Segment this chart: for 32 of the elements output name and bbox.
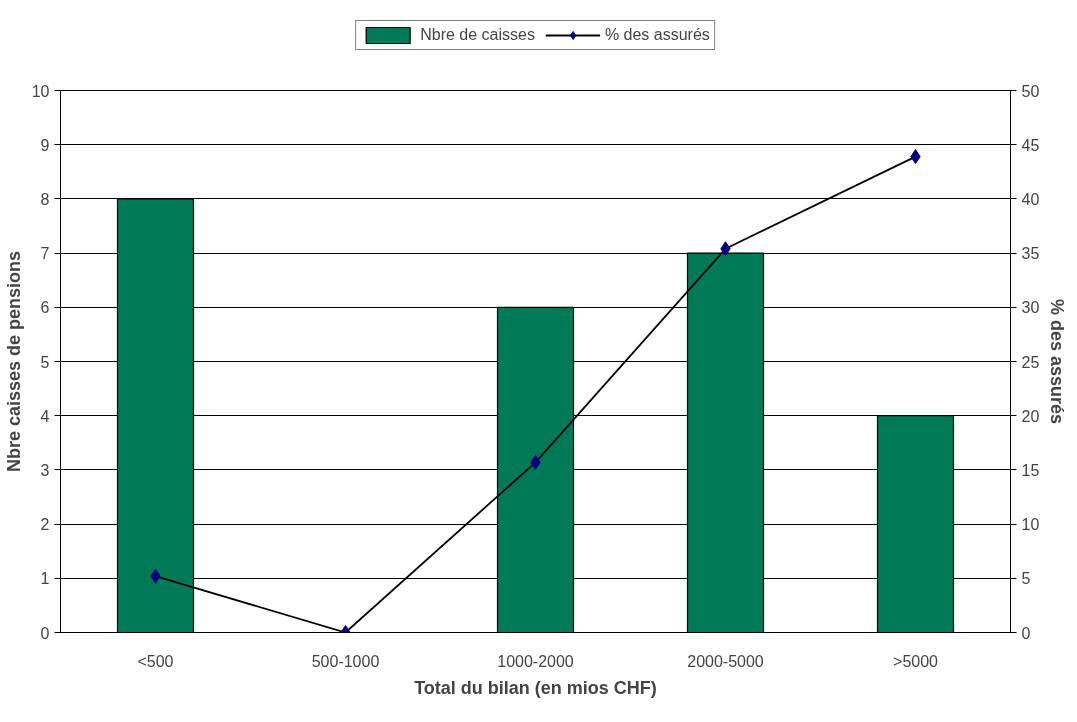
y-tick-label: 6 [40,299,50,317]
legend-label: Nbre de caisses [420,26,535,44]
y-tick-label: 2 [40,516,50,534]
y-tick-label: 5 [40,353,50,371]
y2-tick-label: 35 [1021,245,1040,263]
y2-tick-label: 20 [1021,407,1040,425]
x-tick-label: 1000-2000 [497,652,574,670]
y-tick-label: 7 [40,245,50,263]
y-axis-title: Nbre caisses de pensions [3,250,24,473]
y2-tick-label: 45 [1021,136,1040,154]
x-tick-label: >5000 [893,652,939,670]
x-axis-title: Total du bilan (en mios CHF) [414,677,657,698]
y2-tick-label: 25 [1021,353,1040,371]
y-tick-label: 10 [31,82,50,100]
x-tick-label: <500 [137,652,174,670]
y2-tick-label: 0 [1021,624,1031,642]
y2-tick-label: 40 [1021,190,1040,208]
y2-tick-label: 50 [1021,82,1040,100]
y2-tick-label: 30 [1021,299,1040,317]
y-tick-label: 3 [40,461,50,479]
y2-tick-label: 5 [1021,570,1031,588]
x-tick-label: 2000-5000 [687,652,764,670]
y2-tick-label: 10 [1021,516,1040,534]
y2-axis-title: % des assurés [1047,298,1068,425]
legend-label: % des assurés [604,26,710,44]
y-tick-label: 4 [40,407,50,425]
y-tick-label: 1 [40,570,50,588]
y-tick-label: 8 [40,190,50,208]
y-tick-label: 9 [40,136,50,154]
y2-tick-label: 15 [1021,461,1040,479]
y-tick-label: 0 [40,624,50,642]
x-tick-label: 500-1000 [311,652,380,670]
